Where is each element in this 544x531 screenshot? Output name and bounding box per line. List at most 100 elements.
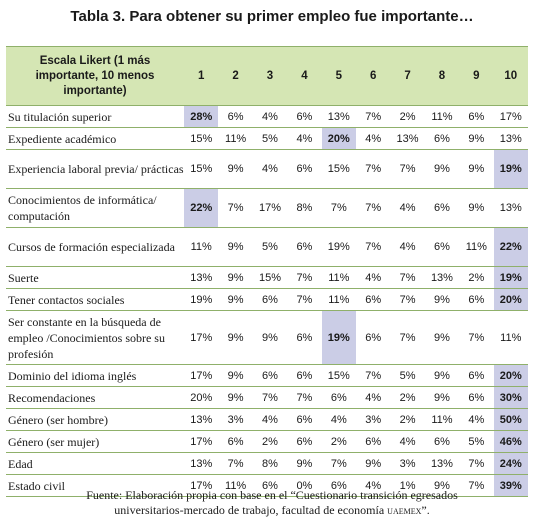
table-cell: 4% (459, 408, 494, 431)
table-cell: 6% (287, 364, 322, 387)
table-cell-highlighted: 22% (184, 188, 219, 228)
header-column-4: 4 (287, 46, 322, 106)
row-label: Suerte (6, 266, 185, 289)
header-row: Escala Likert (1 más importante, 10 meno… (6, 46, 528, 106)
table-cell-highlighted: 30% (493, 386, 528, 409)
table-cell: 7% (218, 188, 253, 228)
table-cell: 6% (287, 105, 322, 128)
table-cell: 6% (459, 105, 494, 128)
table-cell: 6% (321, 474, 356, 497)
table-cell: 4% (390, 188, 425, 228)
table-cell: 9% (424, 386, 460, 409)
table-cell: 0% (287, 474, 322, 497)
table-cell: 11% (321, 288, 356, 311)
table-cell: 6% (252, 474, 288, 497)
table-cell: 2% (321, 430, 356, 453)
table-cell: 15% (252, 266, 288, 289)
table-cell: 17% (184, 310, 219, 365)
table-cell: 13% (184, 452, 219, 475)
table-cell: 17% (493, 105, 528, 128)
table-cell-highlighted: 20% (493, 364, 528, 387)
row-label: Experiencia laboral previa/ prácticas (6, 149, 185, 189)
table-cell: 6% (355, 288, 391, 311)
table-cell: 7% (287, 266, 322, 289)
table-row: Recomendaciones 20% 9% 7% 7% 6% 4% 2% 9% 6% 30% (6, 386, 528, 409)
table-cell: 9% (424, 364, 460, 387)
header-column-6: 6 (355, 46, 391, 106)
table-cell: 4% (390, 430, 425, 453)
table-cell: 7% (355, 227, 391, 267)
table-cell: 11% (424, 105, 460, 128)
table-cell: 6% (218, 105, 253, 128)
table-row: Género (ser hombre) 13% 3% 4% 6% 4% 3% 2% 11% 4% 5… (6, 408, 528, 431)
table-cell: 6% (355, 310, 391, 365)
table-cell: 11% (459, 227, 494, 267)
table-cell: 6% (424, 127, 460, 150)
table-cell: 9% (459, 127, 494, 150)
table-cell: 9% (424, 288, 460, 311)
row-label: Ser constante en la búsqueda de empleo /… (6, 310, 185, 365)
table-cell-highlighted: 20% (321, 127, 356, 150)
table-cell-highlighted: 50% (493, 408, 528, 431)
table-title: Tabla 3. Para obtener su primer empleo f… (70, 8, 474, 25)
table-row: Dominio del idioma inglés 17% 9% 6% 6% 15% 7% 5… (6, 364, 528, 387)
row-label: Género (ser mujer) (6, 430, 185, 453)
table-row: Género (ser mujer) 17% 6% 2% 6% 2% 6% 4% 6% 5% 46% (6, 430, 528, 453)
table-cell: 7% (218, 452, 253, 475)
table-cell: 9% (218, 364, 253, 387)
table-cell: 13% (321, 105, 356, 128)
table-cell: 6% (287, 310, 322, 365)
table-cell: 17% (184, 364, 219, 387)
source-line-2-text: universitarios-mercado de trabajo, facul… (114, 503, 385, 517)
table-row: Conocimientos de informática/ computació… (6, 188, 528, 228)
header-column-9: 9 (459, 46, 494, 106)
table-cell: 9% (287, 452, 322, 475)
table-row: Experiencia laboral previa/ prácticas 15%… (6, 149, 528, 189)
table-cell: 9% (218, 227, 253, 267)
table-cell: 5% (252, 127, 288, 150)
table-cell: 5% (390, 364, 425, 387)
table-cell: 4% (390, 227, 425, 267)
likert-table: Escala Likert (1 más importante, 10 meno… (6, 46, 528, 497)
header-column-10: 10 (493, 46, 528, 106)
table-cell: 2% (459, 266, 494, 289)
table-cell: 6% (459, 386, 494, 409)
table-cell: 4% (355, 386, 391, 409)
table-cell: 9% (218, 288, 253, 311)
table-cell: 4% (355, 127, 391, 150)
table-cell: 11% (218, 127, 253, 150)
table-cell: 6% (424, 227, 460, 267)
source-line-2-end: ”. (421, 503, 430, 517)
table-cell: 9% (424, 474, 460, 497)
table-cell: 13% (424, 452, 460, 475)
table-cell: 2% (252, 430, 288, 453)
table-cell: 6% (424, 430, 460, 453)
table-cell: 17% (184, 474, 219, 497)
table-cell: 7% (321, 452, 356, 475)
table-cell: 2% (390, 408, 425, 431)
table-cell: 7% (287, 386, 322, 409)
table-cell: 6% (459, 288, 494, 311)
table-cell: 6% (287, 227, 322, 267)
row-label: Recomendaciones (6, 386, 185, 409)
row-label: Estado civil (6, 474, 185, 497)
table-cell-highlighted: 28% (184, 105, 219, 128)
table-cell: 13% (424, 266, 460, 289)
table-cell-highlighted: 20% (493, 288, 528, 311)
table-cell: 13% (184, 266, 219, 289)
table-cell: 15% (184, 149, 219, 189)
source-note: Fuente: Elaboración propia con base en e… (0, 488, 544, 519)
table-cell: 11% (218, 474, 253, 497)
table-cell: 11% (493, 310, 528, 365)
table-cell: 9% (218, 266, 253, 289)
header-column-8: 8 (424, 46, 460, 106)
header-column-2: 2 (218, 46, 253, 106)
table-cell-highlighted: 19% (321, 310, 356, 365)
table-cell: 6% (252, 364, 288, 387)
table-cell: 4% (355, 266, 391, 289)
table-cell: 19% (321, 227, 356, 267)
table-cell: 7% (321, 188, 356, 228)
table-cell: 6% (287, 430, 322, 453)
table-cell: 7% (355, 149, 391, 189)
table-cell: 11% (321, 266, 356, 289)
